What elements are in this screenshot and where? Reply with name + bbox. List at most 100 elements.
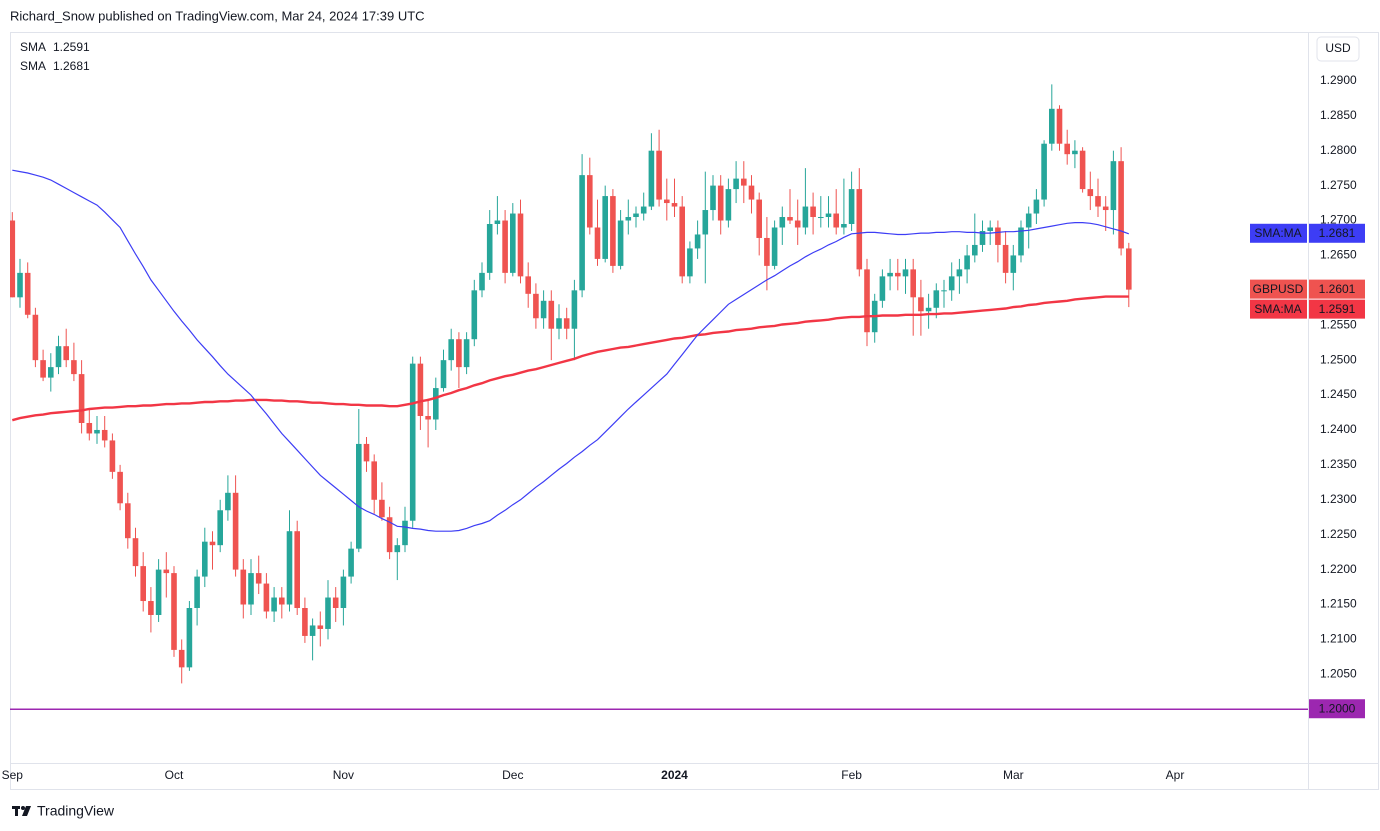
y-tick-label: 1.2900 [1320,73,1357,87]
candle-body [779,217,786,228]
candle-body [856,189,863,270]
candle-body [148,601,154,615]
candle-body [171,573,177,650]
tradingview-logo: TradingView [12,803,115,819]
candle-body [1087,189,1094,197]
candle-body [895,272,901,277]
candle-body [941,290,947,292]
candle-body [633,213,639,218]
candle-body [956,269,963,277]
plot-area [10,84,1308,710]
y-tick-label: 1.2700 [1320,213,1357,227]
currency-label[interactable]: USD [1325,41,1351,55]
candle-body [979,230,986,245]
x-tick-label: 2024 [661,768,688,782]
y-tick-label: 1.2200 [1320,562,1357,576]
candle-body [356,443,362,549]
x-tick-label: Nov [333,768,354,782]
price-label-box [1309,223,1365,243]
candle-body [309,625,316,636]
y-tick-label: 1.2450 [1320,387,1357,401]
candle-body [1064,143,1070,155]
candle-body [918,297,924,312]
x-tick-label: Dec [502,768,523,782]
candle-body [10,220,16,298]
candle-body [887,272,893,277]
candle-body [32,314,39,361]
y-tick-label: 1.2350 [1320,457,1357,471]
candle-body [1095,196,1101,207]
y-tick-label: 1.2100 [1320,632,1357,646]
candle-body [109,440,116,472]
candle-body [664,199,670,204]
candle-body [1010,255,1017,273]
candle-body [925,307,932,312]
candle-body [40,360,46,378]
candle-body [640,206,647,214]
candle-body [1118,161,1124,249]
logo-mark [15,806,18,816]
candle-body [186,608,193,668]
candle-body [486,224,493,273]
candle-body [279,597,285,605]
currency-button[interactable] [1316,36,1360,62]
axis-label-name: GBPUSD [1253,282,1304,296]
x-tick-label: Apr [1166,768,1185,782]
candle-body [425,416,431,420]
candle-body [140,566,146,602]
candle-body [178,649,185,668]
candle-body [386,517,393,553]
candle-body [933,290,940,308]
candle-body [371,461,377,500]
candle-body [563,318,570,329]
candle-body [471,290,478,340]
candle-body [525,276,531,294]
y-tick-label: 1.2550 [1320,317,1357,331]
candle-body [479,272,485,291]
candle-body [240,569,247,605]
candle-body [671,203,678,207]
candle-body [194,576,200,609]
x-tick-label: Sep [2,768,24,782]
candle-body [625,217,632,221]
candle-body [163,569,170,574]
candle-body [217,510,223,546]
candle-body [587,175,593,228]
candle-body [332,597,339,609]
y-tick-label: 1.2650 [1320,248,1357,262]
candle-body [764,237,770,266]
candle-body [71,360,77,375]
candle-body [802,206,809,228]
candle-body [733,178,739,190]
candle-body [794,220,801,228]
candle-body [409,363,416,521]
candle-body [340,576,347,609]
candle-body [1110,161,1117,211]
candle-body [517,213,524,277]
y-tick-label: 1.2300 [1320,492,1357,506]
axis-label-tag [1250,279,1307,299]
candle-body [694,234,701,249]
level-label-box [1309,699,1365,719]
candle-body [787,217,793,221]
candle-body [972,244,978,256]
candle-body [1126,248,1132,290]
candle-body [209,541,216,546]
candle-body [494,220,501,225]
candle-body [571,290,578,329]
candle-body [1018,227,1024,256]
candle-body [902,269,909,277]
candle-body [771,227,778,266]
y-tick-label: 1.2400 [1320,422,1357,436]
candle-body [17,272,23,298]
legend-value: 1.2591 [53,40,90,54]
candle-body [995,227,1001,245]
candle-body [433,388,439,420]
level-label: 1.2000 [1319,701,1356,715]
candle-body [1072,150,1078,155]
legend-value: 1.2681 [53,59,90,73]
candle-body [717,185,724,221]
overlay: SMA 1.2591 SMA 1.2681 SMA:MA 1.2681 GBPUSD 1.26… [20,40,1365,719]
axis-label-tag [1250,299,1307,319]
